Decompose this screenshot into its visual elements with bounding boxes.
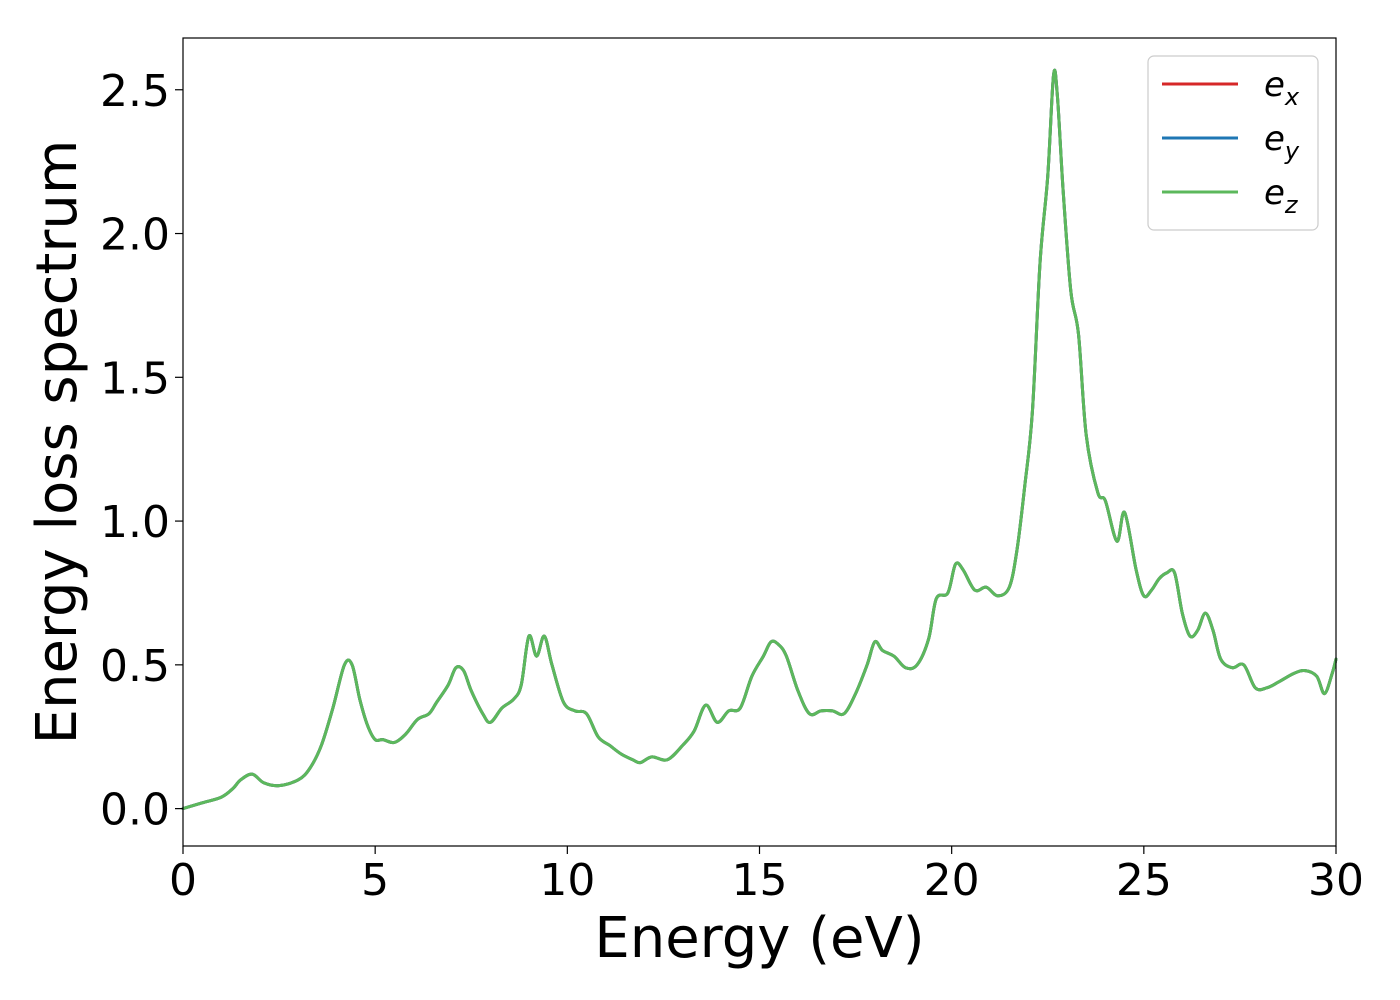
legend-label-ez: ez xyxy=(1264,173,1299,219)
legend-label-ex: ex xyxy=(1264,65,1300,111)
legend: ex ey ez xyxy=(1147,55,1319,231)
x-axis-label: Energy (eV) xyxy=(594,906,924,971)
x-tick-label: 15 xyxy=(732,855,788,906)
y-tick-label: 0.0 xyxy=(100,785,170,836)
series-line-ez xyxy=(181,68,1338,811)
x-tick-label: 20 xyxy=(924,855,980,906)
ticks-layer: 0 5 10 15 20 25 30 0.0 0.5 1.0 1.5 2.0 2.5 xyxy=(100,66,1364,906)
y-axis-label: Energy loss spectrum xyxy=(25,140,90,745)
y-tick-label: 1.0 xyxy=(100,497,170,548)
legend-box xyxy=(1147,55,1319,231)
legend-label-ey: ey xyxy=(1264,119,1300,165)
y-tick-label: 2.0 xyxy=(100,210,170,261)
y-tick-label: 0.5 xyxy=(100,641,170,692)
x-tick-label: 5 xyxy=(361,855,389,906)
y-tick-label: 2.5 xyxy=(100,66,170,117)
x-tick-label: 25 xyxy=(1116,855,1172,906)
x-tick-label: 30 xyxy=(1308,855,1364,906)
x-tick-label: 0 xyxy=(169,855,197,906)
series-layer xyxy=(181,68,1338,811)
x-tick-label: 10 xyxy=(539,855,595,906)
y-tick-label: 1.5 xyxy=(100,353,170,404)
